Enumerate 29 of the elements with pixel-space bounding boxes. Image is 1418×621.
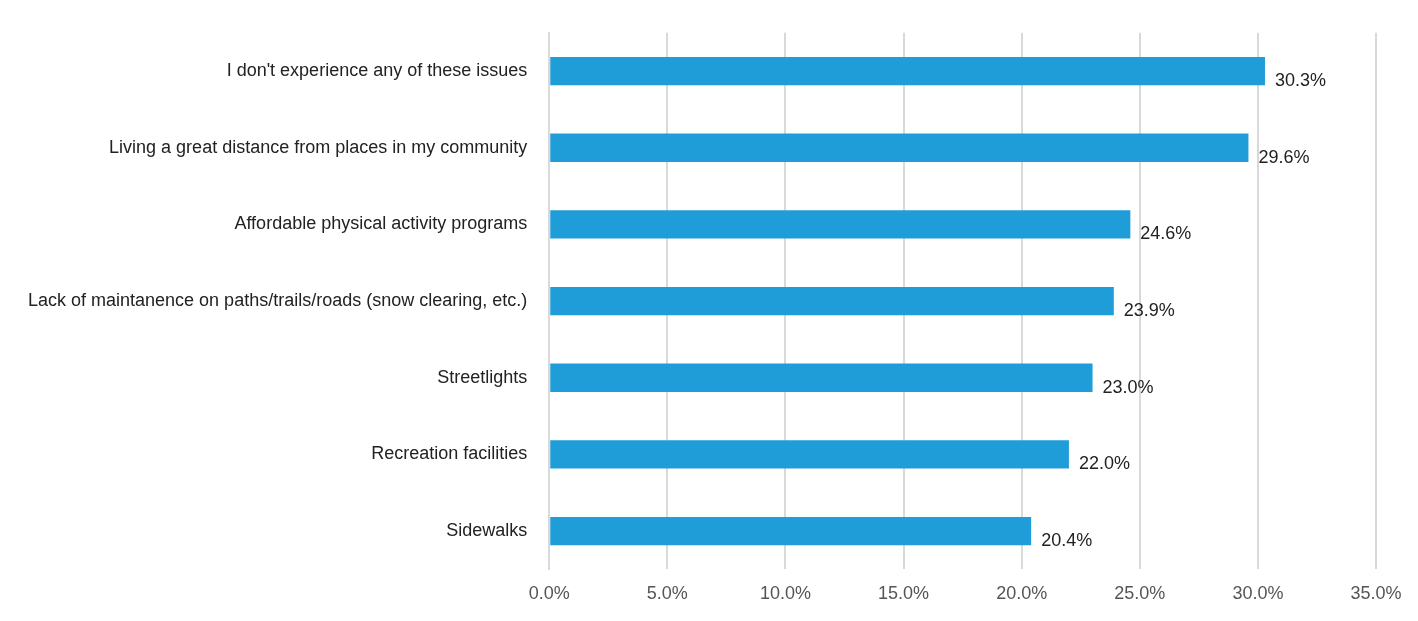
y-tick-label: Lack of maintanence on paths/trails/roads (snow clearing, etc.) — [27, 290, 528, 311]
y-tick-label: Recreation facilities — [371, 443, 528, 464]
data-label: 24.6% — [1140, 223, 1192, 244]
x-tick-label: 35.0% — [1350, 583, 1402, 604]
data-label: 23.9% — [1123, 300, 1175, 321]
bar — [550, 363, 1093, 392]
y-tick-label: Living a great distance from places in my community — [109, 136, 528, 157]
y-tick-label: Affordable physical activity programs — [234, 213, 528, 234]
data-label: 20.4% — [1041, 530, 1093, 551]
data-label: 23.0% — [1102, 376, 1154, 397]
x-tick-label: 15.0% — [878, 583, 930, 604]
x-tick-label: 30.0% — [1232, 583, 1284, 604]
bar — [550, 516, 1032, 546]
x-tick-label: 0.0% — [528, 583, 570, 604]
x-tick-label: 5.0% — [646, 583, 688, 604]
data-label: 29.6% — [1258, 146, 1310, 167]
y-tick-label: Sidewalks — [446, 520, 528, 541]
x-tick-label: 10.0% — [759, 583, 811, 604]
data-label: 22.0% — [1078, 453, 1130, 474]
y-tick-label: Streetlights — [437, 366, 528, 387]
data-label: 30.3% — [1274, 70, 1327, 91]
bar — [550, 56, 1265, 86]
bar — [550, 286, 1114, 316]
bar — [550, 133, 1249, 162]
x-tick-label: 25.0% — [1114, 583, 1166, 604]
x-tick-label: 20.0% — [996, 583, 1048, 604]
y-tick-label: I don't experience any of these issues — [226, 60, 528, 81]
bar — [550, 210, 1131, 239]
bar — [550, 440, 1069, 469]
